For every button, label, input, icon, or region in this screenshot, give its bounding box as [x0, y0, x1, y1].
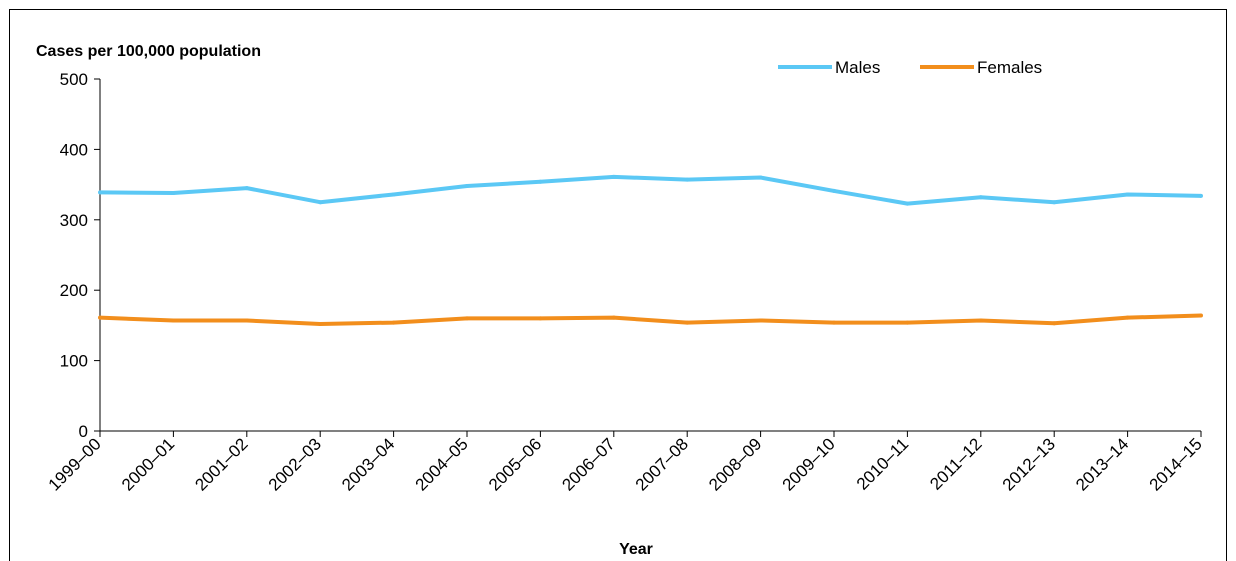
x-tick-label: 2013–14: [1072, 434, 1132, 494]
y-tick-label: 200: [60, 281, 88, 300]
data-point-males: [685, 177, 690, 182]
data-point-males: [758, 175, 763, 180]
data-point-females: [1199, 313, 1203, 318]
data-point-females: [318, 321, 323, 326]
series-layer: [98, 174, 1203, 326]
x-tick-label: 2002–03: [265, 434, 325, 494]
data-point-females: [1125, 315, 1130, 320]
x-tick-label: 2005–06: [485, 434, 545, 494]
x-tick-label: 2004–05: [412, 434, 472, 494]
series-line-females: [99, 313, 1202, 326]
data-point-females: [1052, 321, 1057, 326]
data-point-males: [538, 179, 543, 184]
data-point-females: [978, 318, 983, 323]
y-axis-title: Cases per 100,000 population: [36, 43, 261, 60]
data-point-males: [318, 200, 323, 205]
x-tick-label: 2003–04: [338, 434, 398, 494]
x-tick-label: 2008–09: [705, 434, 765, 494]
y-tick-label: 0: [79, 422, 88, 441]
data-point-males: [905, 201, 910, 206]
y-tick-label: 400: [60, 140, 88, 159]
data-point-females: [905, 320, 910, 325]
data-point-females: [391, 320, 396, 325]
x-tick-label: 2006–07: [558, 434, 618, 494]
series-line-males: [99, 174, 1202, 206]
x-tick-label: 2010–11: [853, 434, 912, 493]
data-point-males: [244, 186, 249, 191]
data-point-males: [832, 188, 836, 193]
x-tick-label: 2007–08: [632, 434, 692, 494]
data-point-males: [978, 195, 983, 200]
data-point-males: [391, 192, 396, 197]
data-point-females: [171, 318, 176, 323]
data-point-females: [832, 320, 836, 325]
y-tick-label: 100: [60, 352, 88, 371]
x-tick-label: 2012–13: [999, 434, 1059, 494]
data-point-females: [98, 315, 102, 320]
x-tick-label: 2011–12: [926, 434, 985, 493]
x-tick-label: 1999–00: [45, 434, 105, 494]
data-point-females: [758, 318, 763, 323]
data-point-females: [244, 318, 249, 323]
data-point-males: [611, 174, 616, 179]
y-tick-label: 300: [60, 211, 88, 230]
data-point-males: [98, 190, 102, 195]
data-point-males: [1199, 193, 1203, 198]
legend-label-females: Females: [977, 58, 1042, 77]
y-tick-label: 500: [60, 70, 88, 89]
x-tick-label: 2009–10: [779, 434, 839, 494]
data-point-females: [465, 316, 469, 321]
x-tick-label: 2001–02: [191, 434, 251, 494]
data-point-females: [611, 315, 616, 320]
x-tick-label: 2000–01: [118, 434, 178, 494]
data-point-females: [685, 320, 690, 325]
data-point-males: [1052, 200, 1057, 205]
data-point-females: [538, 316, 543, 321]
data-point-males: [465, 184, 469, 189]
data-point-males: [171, 191, 176, 196]
x-tick-label: 2014–15: [1146, 434, 1206, 494]
data-point-males: [1125, 192, 1130, 197]
legend-label-males: Males: [835, 58, 880, 77]
chart-frame: [9, 9, 1227, 561]
legend: Males Females: [778, 58, 1042, 77]
x-axis-title: Year: [619, 541, 653, 558]
